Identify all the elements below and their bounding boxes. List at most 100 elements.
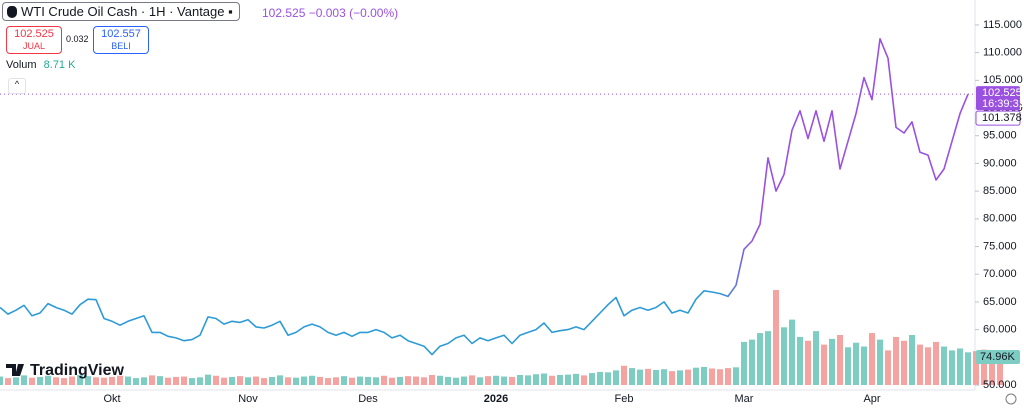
- volume-bar: [221, 377, 227, 385]
- volume-bar: [237, 376, 243, 385]
- volume-bar: [765, 331, 771, 385]
- spread: 0.032: [66, 34, 89, 44]
- y-tick-label: 50.000: [983, 379, 1017, 391]
- volume-bar: [733, 367, 739, 385]
- volume-bar: [61, 378, 67, 385]
- volume-bar: [629, 368, 635, 385]
- quote-price: 102.525: [262, 6, 306, 20]
- volume-bar: [13, 377, 19, 385]
- volume-bar: [301, 376, 307, 385]
- price-tag-box: [976, 86, 1020, 111]
- price-layer: [0, 38, 975, 356]
- volume-bar: [69, 376, 75, 385]
- volume-bar: [701, 366, 707, 385]
- collapse-button[interactable]: ^: [8, 78, 26, 94]
- volume-bar: [869, 333, 875, 385]
- volume-bar: [597, 371, 603, 385]
- quote: 102.525 −0.003 (−0.00%): [262, 6, 398, 20]
- volume-bar: [53, 377, 59, 385]
- brand-logo: TradingView: [6, 362, 125, 379]
- volume-bar: [525, 375, 531, 385]
- volume-bar: [0, 376, 3, 385]
- sell-button[interactable]: 102.525 JUAL: [6, 26, 62, 54]
- volume-bar: [813, 331, 819, 385]
- symbol-icon: [7, 6, 17, 18]
- volume-bar: [901, 340, 907, 385]
- buy-button[interactable]: 102.557 BELI: [93, 26, 149, 54]
- volume-bar: [581, 375, 587, 385]
- volume-bar: [93, 377, 99, 385]
- volume-bar: [317, 376, 323, 385]
- volume-value: 8.71 K: [43, 59, 76, 71]
- volume-bar: [661, 369, 667, 385]
- volume-bar: [189, 378, 195, 385]
- volume-bar: [613, 370, 619, 385]
- volume-bar: [21, 375, 27, 385]
- volume-bar: [5, 378, 11, 385]
- volume-bar: [157, 376, 163, 385]
- volume-bar: [125, 376, 131, 385]
- volume-bar: [253, 376, 259, 385]
- x-tick-label: Apr: [863, 393, 880, 405]
- volume-bar: [141, 377, 147, 385]
- symbol-title[interactable]: WTI Crude Oil Cash · 1H · Vantage ▪: [2, 2, 240, 21]
- volume-bar: [285, 377, 291, 385]
- volume-bar: [333, 377, 339, 385]
- volume-bar: [509, 376, 515, 385]
- volume-bar: [461, 376, 467, 385]
- y-tick-label: 95.000: [983, 130, 1017, 142]
- x-tick-label: Mar: [735, 393, 754, 405]
- volume-bar: [669, 371, 675, 385]
- volume-bar: [845, 347, 851, 385]
- volume-bar: [381, 375, 387, 385]
- volume-bar: [501, 376, 507, 385]
- volume-bar: [885, 350, 891, 385]
- volume-bar: [341, 376, 347, 385]
- x-tick-label: Okt: [103, 393, 120, 405]
- volume-tag-box: [976, 350, 1020, 364]
- volume-bar: [893, 336, 899, 385]
- volume-bar: [805, 340, 811, 385]
- volume-bar: [965, 352, 971, 385]
- y-tick-label: 60.000: [983, 324, 1017, 336]
- y-tick-label: 75.000: [983, 240, 1017, 252]
- volume-bar: [549, 375, 555, 385]
- brand-text: TradingView: [30, 362, 125, 379]
- volume-bar: [45, 375, 51, 385]
- volume-tag: 74.96K: [980, 351, 1016, 363]
- price-tag-countdown: 16:39:31: [982, 98, 1024, 110]
- volume-bar: [517, 375, 523, 385]
- volume-bar: [605, 372, 611, 385]
- volume-bar: [109, 376, 115, 385]
- volume-bar: [349, 377, 355, 385]
- y-tick-label: 65.000: [983, 296, 1017, 308]
- x-tick-label: Nov: [238, 393, 258, 405]
- volume-bar: [37, 376, 43, 385]
- title: WTI Crude Oil Cash · 1H · Vantage: [21, 4, 225, 19]
- volume-bar: [749, 339, 755, 385]
- volume-bar: [909, 335, 915, 385]
- volume-bar: [413, 376, 419, 385]
- volume-bar: [477, 377, 483, 385]
- volume-bar: [997, 354, 1003, 385]
- volume-bar: [781, 327, 787, 385]
- settings-icon[interactable]: [1005, 393, 1017, 405]
- volume-bar: [917, 344, 923, 385]
- volume-bar: [29, 377, 35, 385]
- volume-bar: [877, 339, 883, 385]
- volume-bar: [685, 369, 691, 385]
- volume-bar: [453, 377, 459, 385]
- volume-bar: [357, 376, 363, 385]
- volume-bar: [677, 370, 683, 385]
- volume-bar: [293, 377, 299, 385]
- volume-bar: [757, 333, 763, 385]
- volume-bar: [797, 336, 803, 385]
- sell-price: 102.525: [14, 28, 54, 40]
- volume-bar: [445, 376, 451, 385]
- volume-bar: [373, 377, 379, 385]
- other-price-box: [975, 110, 1021, 126]
- volume-bar: [541, 373, 547, 385]
- sell-label: JUAL: [22, 41, 45, 51]
- volume-bar: [773, 290, 779, 385]
